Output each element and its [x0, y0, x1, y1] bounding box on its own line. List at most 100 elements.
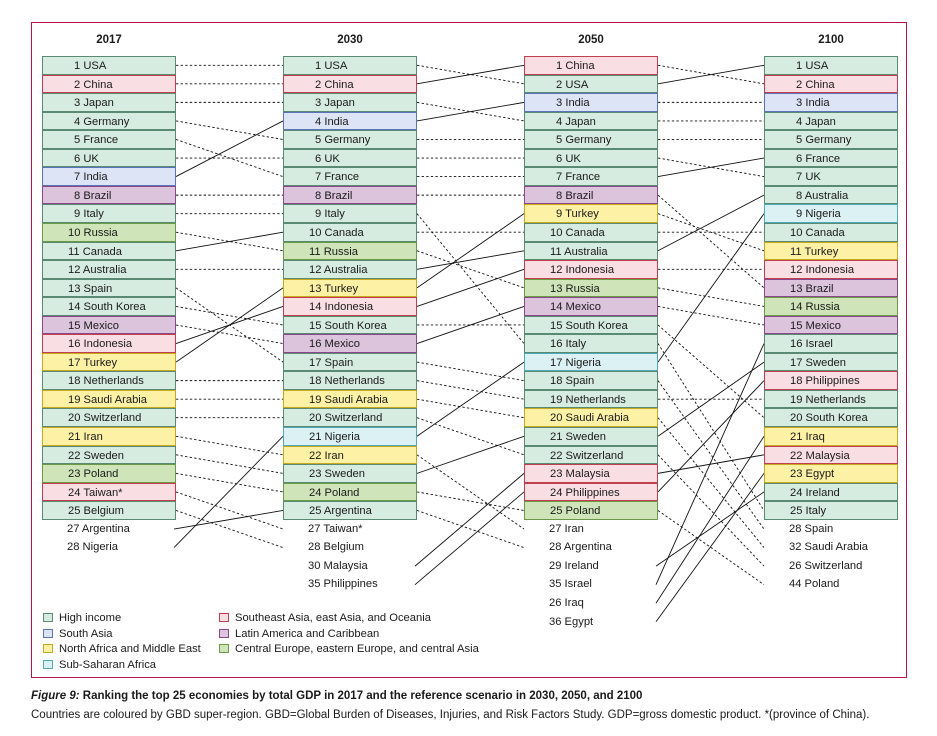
- rank-outside-2050-iran: 27 Iran: [549, 522, 584, 535]
- rank-cell-2030-australia: 12 Australia: [283, 260, 417, 279]
- legend-item-central-europe-eastern-europe-and-central-asia: Central Europe, eastern Europe, and cent…: [219, 642, 479, 656]
- rank-label: 3 Japan: [315, 97, 355, 110]
- rank-label: 4 Japan: [796, 115, 836, 128]
- rank-cell-2017-canada: 11 Canada: [42, 241, 176, 261]
- rank-cell-2017-netherlands: 18 Netherlands: [42, 371, 176, 390]
- rank-cell-2100-mexico: 15 Mexico: [764, 315, 898, 335]
- rank-label: 9 Turkey: [556, 208, 599, 221]
- rank-cell-2017-germany: 4 Germany: [42, 111, 176, 131]
- rank-cell-2050-russia: 13 Russia: [524, 278, 658, 298]
- link-spain-2030-2050: [416, 361, 525, 382]
- link-uk-2050-2100: [657, 157, 765, 178]
- rank-label: 14 Mexico: [550, 301, 601, 314]
- rank-label: 25 Belgium: [68, 505, 124, 518]
- link-philippines-2050-2100: [657, 380, 765, 493]
- rank-label: 24 Ireland: [790, 486, 840, 499]
- rank-label: 11 Australia: [550, 245, 608, 258]
- rank-label: 2 China: [796, 78, 835, 91]
- rank-label: 22 Switzerland: [550, 449, 624, 462]
- rank-cell-2017-south-korea: 14 South Korea: [42, 297, 176, 316]
- legend-label: Central Europe, eastern Europe, and cent…: [235, 643, 479, 655]
- rank-cell-2030-nigeria: 21 Nigeria: [283, 427, 417, 446]
- rank-outside-2100-switzerland: 26 Switzerland: [789, 559, 863, 572]
- link-indonesia-2030-2050: [416, 268, 525, 307]
- rank-cell-2050-germany: 5 Germany: [524, 130, 658, 149]
- rank-cell-2050-australia: 11 Australia: [524, 241, 658, 261]
- rank-cell-2100-sweden: 17 Sweden: [764, 352, 898, 372]
- rank-label: 6 UK: [315, 152, 340, 165]
- legend-item-high-income: High income: [43, 611, 121, 625]
- rank-label: 22 Iran: [309, 449, 344, 462]
- rank-cell-2030-brazil: 8 Brazil: [283, 185, 417, 205]
- rank-label: 16 Italy: [550, 338, 587, 351]
- rank-label: 16 Indonesia: [68, 338, 133, 351]
- link-ireland-2050-2100: [655, 491, 765, 567]
- rank-cell-2030-turkey: 13 Turkey: [283, 278, 417, 298]
- rank-label: 5 Germany: [796, 134, 852, 147]
- link-iran-2030-2050: [416, 454, 525, 530]
- rank-label: 20 Switzerland: [309, 412, 383, 425]
- rank-label: 21 Sweden: [550, 431, 606, 443]
- column-title-2030: 2030: [337, 34, 363, 46]
- rank-label: 8 Brazil: [556, 189, 594, 202]
- rank-cell-2100-japan: 4 Japan: [764, 111, 898, 131]
- link-sweden-2030-2050: [416, 435, 525, 474]
- rank-outside-2050-ireland: 29 Ireland: [549, 559, 599, 572]
- rank-label: 24 Taiwan*: [68, 486, 123, 499]
- legend-label: Sub-Saharan Africa: [59, 658, 157, 671]
- rank-label: 10 Russia: [68, 226, 118, 239]
- rank-label: 19 Saudi Arabia: [68, 393, 147, 406]
- rank-label: 18 Netherlands: [309, 375, 385, 388]
- link-malaysia-2030-2050: [414, 473, 525, 567]
- link-australia-2050-2100: [657, 194, 765, 252]
- link-belgium-2017-2030: [175, 510, 284, 549]
- rank-label: 20 Saudi Arabia: [550, 412, 629, 425]
- rank-label: 13 Russia: [550, 282, 600, 295]
- rank-cell-2017-brazil: 8 Brazil: [42, 185, 176, 205]
- rank-cell-2017-india: 7 India: [42, 167, 176, 186]
- rank-cell-2050-philippines: 24 Philippines: [524, 482, 658, 502]
- rank-label: 10 Canada: [309, 226, 364, 239]
- rank-label: 5 Germany: [315, 134, 371, 147]
- rank-cell-2050-mexico: 14 Mexico: [524, 297, 658, 316]
- link-india-2017-2030: [175, 120, 284, 177]
- rank-label: 23 Egypt: [790, 468, 835, 481]
- rank-cell-2017-uk: 6 UK: [42, 148, 176, 168]
- rank-label: 17 Sweden: [790, 356, 846, 369]
- link-switzerland-2030-2050: [416, 417, 525, 456]
- rank-label: 14 Indonesia: [309, 301, 374, 314]
- link-netherlands-2030-2050: [416, 380, 525, 400]
- legend-label: South Asia: [59, 627, 113, 640]
- rank-cell-2100-australia: 8 Australia: [764, 185, 898, 205]
- rank-cell-2050-saudi-arabia: 20 Saudi Arabia: [524, 408, 658, 428]
- rank-label: 17 Spain: [309, 356, 354, 369]
- rank-label: 8 Brazil: [74, 189, 112, 202]
- column-title-2100: 2100: [818, 34, 844, 46]
- rank-cell-2030-iran: 22 Iran: [283, 445, 417, 465]
- link-france-2017-2030: [175, 139, 284, 178]
- rank-label: 4 India: [315, 115, 349, 128]
- rank-label: 22 Sweden: [68, 449, 124, 462]
- rank-label: 16 Israel: [790, 338, 833, 351]
- rank-cell-2030-mexico: 16 Mexico: [283, 334, 417, 353]
- rank-label: 4 Japan: [556, 115, 596, 128]
- rank-cell-2017-mexico: 15 Mexico: [42, 315, 176, 335]
- link-china-2050-2100: [657, 64, 765, 85]
- rank-label: 16 Mexico: [309, 338, 360, 351]
- rank-cell-2100-nigeria: 9 Nigeria: [764, 204, 898, 223]
- rank-cell-2030-south-korea: 15 South Korea: [283, 315, 417, 335]
- rank-cell-2100-china: 2 China: [764, 74, 898, 94]
- rank-outside-2050-egypt: 36 Egypt: [549, 615, 594, 628]
- rank-label: 1 USA: [315, 60, 348, 72]
- rank-cell-2030-switzerland: 20 Switzerland: [283, 408, 417, 428]
- legend-swatch: [43, 613, 53, 622]
- rank-label: 6 France: [796, 152, 841, 165]
- rank-cell-2100-russia: 14 Russia: [764, 297, 898, 316]
- rank-cell-2030-argentina: 25 Argentina: [283, 501, 417, 520]
- rank-label: 24 Philippines: [550, 486, 620, 499]
- rank-label: 17 Nigeria: [550, 356, 601, 369]
- rank-outside-2050-argentina: 28 Argentina: [549, 541, 612, 554]
- legend-item-southeast-asia-east-asia-and-oceania: Southeast Asia, east Asia, and Oceania: [219, 611, 431, 625]
- rank-cell-2030-uk: 6 UK: [283, 148, 417, 168]
- rank-label: 25 Argentina: [309, 505, 372, 518]
